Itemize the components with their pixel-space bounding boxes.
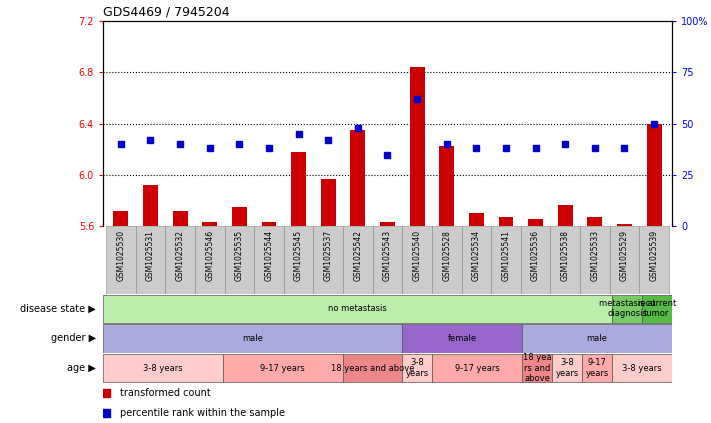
Bar — [469, 214, 483, 226]
Bar — [402, 354, 432, 382]
Text: 18 years and above: 18 years and above — [331, 363, 415, 373]
Bar — [262, 222, 277, 226]
Bar — [612, 354, 672, 382]
Text: GSM1025540: GSM1025540 — [412, 230, 422, 281]
Bar — [558, 204, 572, 226]
Text: disease state ▶: disease state ▶ — [20, 304, 96, 314]
Bar — [520, 226, 550, 294]
Text: GDS4469 / 7945204: GDS4469 / 7945204 — [103, 5, 230, 19]
Text: age ▶: age ▶ — [68, 363, 96, 373]
Bar — [528, 219, 543, 226]
Bar — [103, 294, 612, 323]
Text: GSM1025535: GSM1025535 — [235, 230, 244, 281]
Bar — [143, 185, 158, 226]
Text: metastasis at
diagnosis: metastasis at diagnosis — [599, 299, 656, 319]
Text: GSM1025534: GSM1025534 — [472, 230, 481, 281]
Bar — [343, 226, 373, 294]
Text: GSM1025531: GSM1025531 — [146, 230, 155, 281]
Bar — [617, 224, 632, 226]
Bar — [292, 152, 306, 226]
Text: female: female — [448, 334, 477, 343]
Text: GSM1025539: GSM1025539 — [650, 230, 658, 281]
Bar — [647, 124, 661, 226]
Bar — [610, 226, 639, 294]
Text: percentile rank within the sample: percentile rank within the sample — [120, 408, 285, 418]
Bar — [522, 354, 552, 382]
Bar — [195, 226, 225, 294]
Text: 3-8 years: 3-8 years — [143, 363, 183, 373]
Bar — [432, 354, 522, 382]
Text: GSM1025530: GSM1025530 — [117, 230, 125, 281]
Bar — [439, 146, 454, 226]
Bar — [380, 222, 395, 226]
Text: GSM1025537: GSM1025537 — [324, 230, 333, 281]
Bar — [522, 324, 672, 353]
Bar — [639, 226, 669, 294]
Bar — [580, 226, 610, 294]
Text: GSM1025532: GSM1025532 — [176, 230, 185, 281]
Bar — [552, 354, 582, 382]
Bar — [225, 226, 255, 294]
Bar — [284, 226, 314, 294]
Text: GSM1025538: GSM1025538 — [561, 230, 570, 281]
Bar — [223, 354, 343, 382]
Text: gender ▶: gender ▶ — [51, 333, 96, 343]
Text: GSM1025545: GSM1025545 — [294, 230, 303, 281]
Bar — [136, 226, 165, 294]
Bar — [402, 324, 522, 353]
Text: GSM1025543: GSM1025543 — [383, 230, 392, 281]
Bar — [351, 130, 365, 226]
Bar — [642, 294, 672, 323]
Text: GSM1025546: GSM1025546 — [205, 230, 214, 281]
Bar — [321, 179, 336, 226]
Bar — [461, 226, 491, 294]
Text: GSM1025544: GSM1025544 — [264, 230, 274, 281]
Text: no metastasis: no metastasis — [328, 304, 387, 313]
Text: GSM1025529: GSM1025529 — [620, 230, 629, 281]
Bar — [165, 226, 195, 294]
Bar — [612, 294, 642, 323]
Bar — [103, 354, 223, 382]
Bar — [432, 226, 461, 294]
Text: GSM1025541: GSM1025541 — [501, 230, 510, 281]
Bar — [550, 226, 580, 294]
Bar — [402, 226, 432, 294]
Text: 9-17 years: 9-17 years — [260, 363, 305, 373]
Text: transformed count: transformed count — [120, 388, 211, 398]
Bar — [491, 226, 520, 294]
Bar — [103, 324, 402, 353]
Text: GSM1025542: GSM1025542 — [353, 230, 363, 281]
Bar — [373, 226, 402, 294]
Text: 3-8
years: 3-8 years — [555, 358, 579, 378]
Text: GSM1025536: GSM1025536 — [531, 230, 540, 281]
Bar — [587, 217, 602, 226]
Bar — [314, 226, 343, 294]
Bar — [410, 67, 424, 226]
Text: 3-8
years: 3-8 years — [406, 358, 429, 378]
Bar — [498, 217, 513, 226]
Text: 3-8 years: 3-8 years — [622, 363, 662, 373]
Text: 18 yea
rs and
above: 18 yea rs and above — [523, 353, 552, 383]
Bar — [232, 207, 247, 226]
Text: male: male — [587, 334, 607, 343]
Text: 9-17
years: 9-17 years — [585, 358, 609, 378]
Text: GSM1025533: GSM1025533 — [590, 230, 599, 281]
Text: male: male — [242, 334, 263, 343]
Text: recurrent
tumor: recurrent tumor — [637, 299, 677, 319]
Bar — [582, 354, 612, 382]
Bar — [343, 354, 402, 382]
Bar — [114, 211, 128, 226]
Text: 9-17 years: 9-17 years — [455, 363, 500, 373]
Text: GSM1025528: GSM1025528 — [442, 230, 451, 280]
Bar — [106, 226, 136, 294]
Bar — [255, 226, 284, 294]
Bar — [173, 211, 188, 226]
Bar — [203, 222, 217, 226]
